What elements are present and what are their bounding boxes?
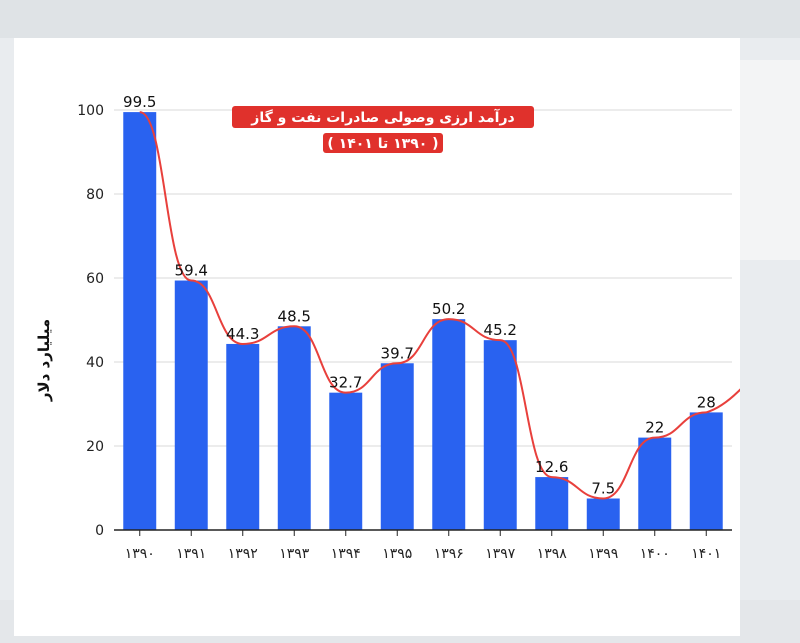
y-tick-labels: 0 20 40 60 80 100	[77, 103, 104, 539]
x-tick-label: ۱۴۰۱	[691, 546, 721, 562]
trend-line	[139, 111, 740, 500]
bar	[586, 498, 620, 530]
data-label: 28	[697, 393, 716, 411]
data-label: 48.5	[278, 307, 311, 325]
bar	[432, 319, 466, 530]
y-tick-label: 60	[86, 271, 104, 287]
x-tick-label: ۱۳۹۲	[228, 546, 258, 562]
y-tick-label: 20	[86, 439, 104, 455]
x-tick-label: ۱۴۰۰	[640, 546, 670, 562]
data-label: 32.7	[329, 374, 362, 392]
x-tick-label: ۱۳۹۸	[537, 546, 568, 562]
x-tick-label: ۱۳۹۶	[434, 546, 464, 562]
bar	[277, 326, 311, 530]
y-tick-label: 0	[95, 523, 104, 539]
data-label: 44.3	[226, 325, 259, 343]
y-tick-label: 80	[86, 187, 104, 203]
bar	[689, 412, 723, 530]
bar	[638, 437, 672, 530]
chart-subtitle: ( ۱۳۹۰ تا ۱۴۰۱ )	[327, 136, 438, 152]
chart-subtitle-background	[323, 133, 443, 153]
data-label: 22	[645, 419, 664, 437]
data-label: 7.5	[591, 480, 615, 498]
x-tick-labels: ۱۳۹۰ ۱۳۹۱ ۱۳۹۲ ۱۳۹۳ ۱۳۹۴ ۱۳۹۵ ۱۳۹۶ ۱۳۹۷ ۱۳۹۸ ۱۳۹۹…	[125, 546, 722, 562]
bar	[380, 363, 414, 530]
data-label: 99.5	[123, 93, 156, 111]
backdrop-panel-right	[740, 60, 800, 260]
data-label: 45.2	[484, 321, 517, 339]
y-axis-title: میلیارد دلار	[35, 319, 53, 402]
data-label: 39.7	[381, 344, 414, 362]
data-label: 59.4	[175, 262, 208, 280]
bars	[123, 112, 723, 530]
y-tick-label: 100	[77, 103, 104, 119]
bar	[226, 343, 260, 530]
data-label: 50.2	[432, 300, 465, 318]
x-tick-label: ۱۳۹۷	[485, 546, 516, 562]
bar	[535, 477, 569, 530]
x-tick-label: ۱۳۹۳	[279, 546, 310, 562]
bar	[329, 392, 363, 530]
x-tick-label: ۱۳۹۹	[588, 546, 618, 562]
x-tick-label: ۱۳۹۵	[382, 546, 412, 562]
chart-title-box: درآمد ارزی وصولی صادرات نفت و گاز ( ۱۳۹۰…	[232, 106, 534, 153]
x-tick-label: ۱۳۹۱	[176, 546, 206, 562]
bar	[483, 340, 517, 530]
trend-path	[139, 111, 740, 500]
chart-title-background	[232, 106, 534, 128]
bar	[174, 280, 208, 530]
x-tick-label: ۱۳۹۴	[331, 546, 361, 562]
data-label: 12.6	[535, 458, 568, 476]
backdrop-strip-top	[0, 0, 800, 38]
axes	[114, 529, 732, 536]
y-tick-label: 40	[86, 355, 104, 371]
bar	[123, 112, 157, 530]
chart-card: 0 20 40 60 80 100 ۱۳۹۰ ۱۳۹۱ ۱۳۹۲ ۱۳۹۳ ۱۳۹۴ ۱۳۹۵ ۱۳۹…	[14, 38, 740, 636]
x-tick-label: ۱۳۹۰	[125, 546, 155, 562]
chart-title: درآمد ارزی وصولی صادرات نفت و گاز	[250, 108, 514, 126]
data-labels: 99.5 59.4 44.3 48.5 32.7 39.7 50.2 45.2 12.6 7.5 2…	[123, 93, 716, 497]
